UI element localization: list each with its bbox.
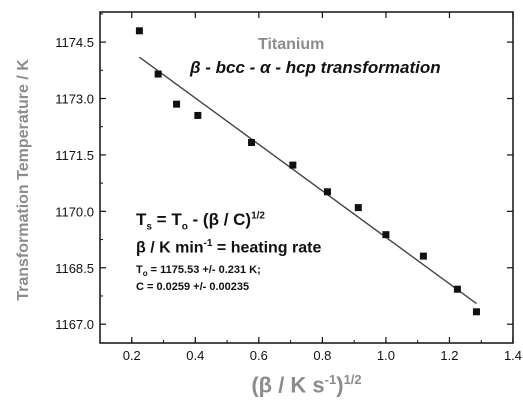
y-tick-label: 1167.0 xyxy=(55,317,94,332)
x-tick-label: 0.4 xyxy=(186,348,204,363)
x-axis-label-sup2: 1/2 xyxy=(343,372,362,387)
fit1-rest: = 1175.53 +/- 0.231 K; xyxy=(147,264,261,276)
chart-title: Titanium xyxy=(258,36,325,53)
data-point xyxy=(453,285,461,293)
data-point xyxy=(173,100,181,108)
fit1-sub: o xyxy=(142,269,148,279)
x-axis-label-sup1: -1 xyxy=(324,372,337,387)
y-tick-label: 1171.5 xyxy=(55,148,94,163)
data-point xyxy=(419,252,427,260)
x-tick-label: 1.0 xyxy=(377,348,395,363)
fit-line-group xyxy=(138,56,477,305)
data-points xyxy=(135,27,480,316)
y-tick-label: 1173.0 xyxy=(55,92,94,107)
plot-frame xyxy=(99,11,514,344)
y-axis-label-text: Transformation Temperature / K xyxy=(15,59,32,301)
annotation-fit-c: C = 0.0259 +/- 0.00235 xyxy=(136,281,250,293)
eq1-sup: 1/2 xyxy=(251,210,265,222)
eq1-sub-s: s xyxy=(146,221,152,233)
x-axis-ticks: 0.2 0.4 0.6 0.8 1.0 1.2 1.4 xyxy=(99,12,522,363)
annotation-equation: Ts = To - (β / C)1/2 xyxy=(136,210,265,232)
x-tick-label: 0.2 xyxy=(123,348,141,363)
data-point xyxy=(382,231,390,239)
y-axis-ticks: 1167.0 1168.5 1170.0 1171.5 1173.0 1174.5 xyxy=(55,13,513,332)
data-point xyxy=(135,27,143,35)
x-axis-label: (β / K s-1)1/2 xyxy=(100,372,513,398)
eq2-sup: -1 xyxy=(203,238,213,249)
annotation-fit-to: To = 1175.53 +/- 0.231 K; xyxy=(136,264,261,278)
y-tick-label: 1174.5 xyxy=(55,35,94,50)
fit1-prefix: T xyxy=(136,264,143,276)
x-tick-label: 1.2 xyxy=(440,348,458,363)
x-tick-label: 0.8 xyxy=(313,348,331,363)
x-axis-label-base: (β / K s xyxy=(251,372,325,398)
chart-subtitle: β - bcc - α - hcp transformation xyxy=(190,58,441,77)
eq1-sub-o: o xyxy=(181,221,188,233)
annotation-heating-rate: β / K min-1 = heating rate xyxy=(136,238,321,257)
eq2-prefix: β / K min xyxy=(136,239,204,257)
x-axis-label-close: ) xyxy=(336,372,344,398)
data-point xyxy=(248,139,256,147)
data-point xyxy=(194,111,202,119)
fit-line xyxy=(138,56,477,305)
y-tick-label: 1168.5 xyxy=(55,261,94,276)
data-point xyxy=(354,204,362,212)
eq1-prefix: T xyxy=(136,210,147,229)
y-axis-label: Transformation Temperature / K xyxy=(8,20,40,340)
x-tick-label: 0.6 xyxy=(250,348,268,363)
eq1-rest: - (β / C) xyxy=(187,210,252,229)
data-point xyxy=(472,308,480,316)
data-point xyxy=(323,188,331,196)
data-point xyxy=(154,70,162,78)
eq2-rest: = heating rate xyxy=(212,239,322,257)
x-tick-label: 1.4 xyxy=(504,348,522,363)
plot-border xyxy=(99,11,514,344)
data-point xyxy=(289,161,297,169)
y-tick-label: 1170.0 xyxy=(55,204,94,219)
eq1-mid: = T xyxy=(151,210,182,229)
